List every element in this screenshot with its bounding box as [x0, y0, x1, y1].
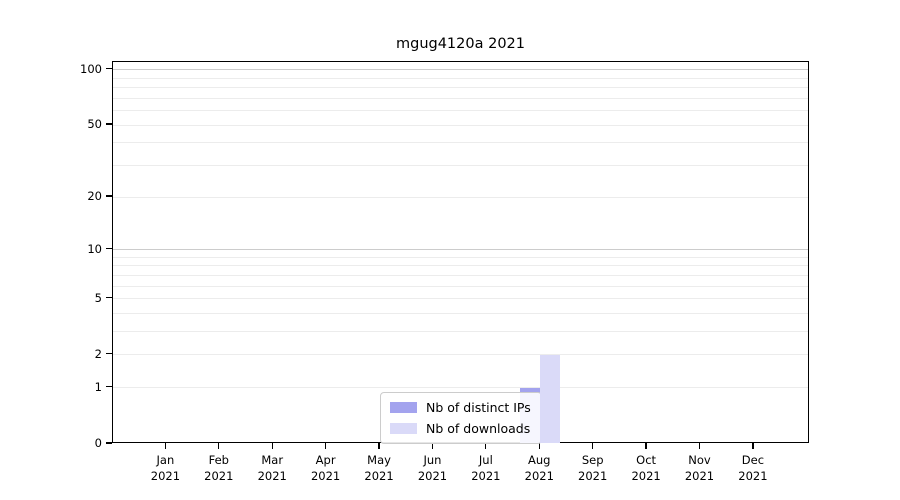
gridline-y-1 [113, 387, 808, 389]
y-tick-label-50: 50 [87, 117, 102, 132]
downloads-swatch [390, 423, 417, 434]
y-tick-0 [106, 442, 112, 444]
y-tick-label-100: 100 [80, 61, 102, 76]
chart-title: mgug4120a 2021 [395, 36, 526, 52]
gridline-y-40 [113, 142, 808, 144]
gridline-y-90 [113, 77, 808, 79]
y-tick-label-0: 0 [94, 436, 102, 450]
y-tick-label-20: 20 [87, 189, 102, 204]
y-tick-5 [106, 297, 112, 299]
x-tick-apr [325, 443, 327, 449]
legend-label-distinct-ips: Nb of distinct IPs [426, 400, 531, 415]
y-tick-label-10: 10 [87, 241, 102, 256]
x-tick-sep [592, 443, 594, 449]
x-tick-jan [164, 443, 166, 449]
x-tick-label-apr: Apr 2021 [310, 453, 341, 483]
y-tick-label-1: 1 [94, 379, 102, 394]
x-tick-label-jun: Jun 2021 [417, 453, 448, 483]
x-tick-feb [218, 443, 220, 449]
gridline-y-20 [113, 196, 808, 198]
gridline-y-2 [113, 354, 808, 356]
gridline-y-4 [113, 312, 808, 314]
gridline-y-5 [113, 298, 808, 300]
x-tick-label-feb: Feb 2021 [204, 453, 234, 483]
x-tick-dec [752, 443, 754, 449]
gridline-y-100 [113, 69, 808, 71]
y-tick-10 [106, 247, 112, 250]
distinct-ips-swatch [390, 402, 417, 413]
y-tick-1 [106, 386, 112, 388]
plot-area: Nb of distinct IPs Nb of downloads [112, 61, 809, 444]
gridline-y-6 [113, 285, 808, 287]
y-tick-2 [106, 353, 112, 355]
bar-aug-downloads [540, 354, 561, 443]
x-tick-nov [698, 443, 701, 449]
gridline-y-10 [113, 249, 808, 250]
gridline-y-3 [113, 331, 808, 333]
legend-row-downloads: Nb of downloads [390, 421, 531, 436]
y-tick-label-5: 5 [94, 290, 102, 305]
gridline-y-8 [113, 265, 808, 267]
legend-label-downloads: Nb of downloads [426, 421, 531, 436]
x-tick-label-dec: Dec 2021 [738, 453, 768, 483]
x-tick-label-nov: Nov 2021 [684, 453, 715, 483]
x-tick-oct [645, 443, 647, 449]
legend-row-distinct-ips: Nb of distinct IPs [390, 400, 531, 415]
gridline-y-70 [113, 97, 808, 99]
x-tick-label-mar: Mar 2021 [257, 453, 287, 483]
y-tick-label-2: 2 [94, 346, 102, 361]
x-tick-aug [538, 443, 540, 449]
gridline-y-30 [113, 164, 808, 166]
gridline-y-9 [113, 256, 808, 258]
legend: Nb of distinct IPs Nb of downloads [380, 392, 542, 444]
y-tick-100 [106, 68, 112, 70]
gridline-y-50 [113, 124, 808, 126]
x-tick-jul [485, 443, 487, 449]
x-tick-label-aug: Aug 2021 [524, 453, 554, 483]
gridline-y-60 [113, 110, 808, 112]
x-tick-label-oct: Oct 2021 [631, 453, 661, 483]
y-tick-20 [106, 195, 112, 197]
y-tick-50 [106, 123, 112, 125]
x-tick-mar [271, 443, 273, 449]
gridline-y-80 [113, 87, 808, 89]
x-tick-label-sep: Sep 2021 [578, 453, 608, 483]
gridline-y-7 [113, 274, 808, 276]
x-tick-label-jul: Jul 2021 [471, 453, 501, 483]
x-tick-label-may: May 2021 [364, 453, 394, 483]
x-tick-jun [431, 443, 434, 449]
x-tick-may [378, 443, 380, 449]
x-tick-label-jan: Jan 2021 [150, 453, 181, 483]
